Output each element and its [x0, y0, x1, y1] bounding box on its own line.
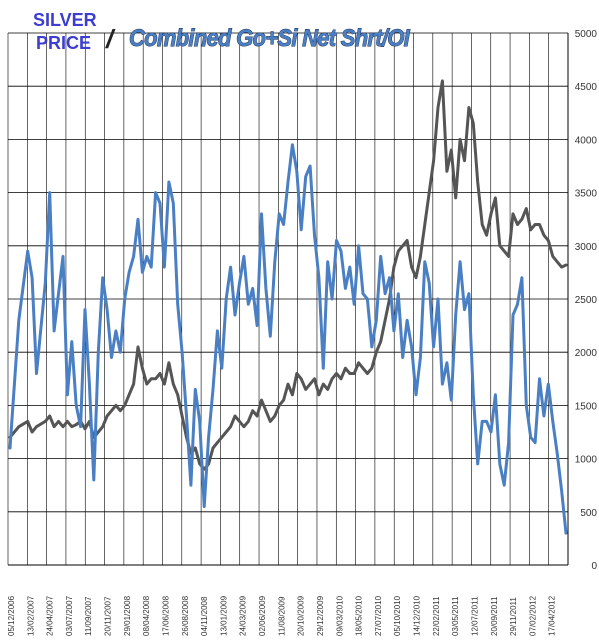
x-tick-label: 24/03/2009 — [239, 595, 248, 636]
y-tick-label: 2000 — [575, 348, 598, 359]
x-tick-label: 24/04/2007 — [46, 595, 55, 636]
x-tick-label: 13/01/2009 — [219, 595, 228, 636]
y-tick-label: 1000 — [575, 455, 598, 466]
x-axis-ticks: 05/12/2006 13/02/2007 24/04/2007 03/07/2007… — [7, 595, 557, 636]
title-separator: / — [105, 24, 116, 54]
silver-series-line — [8, 143, 568, 535]
x-tick-label: 18/05/2010 — [355, 595, 364, 636]
y-tick-label: 4000 — [575, 135, 598, 146]
y-tick-label: 3000 — [575, 242, 598, 253]
chart-title: SILVER PRICE / Combined Go+Si Net Shrt/O… — [33, 10, 412, 54]
x-tick-label: 08/04/2008 — [142, 595, 151, 636]
x-tick-label: 17/06/2008 — [161, 595, 170, 636]
title-combined-net-short: Combined Go+Si Net Shrt/OI — [129, 25, 411, 52]
x-tick-label: 29/01/2008 — [123, 595, 132, 636]
y-tick-label: 2500 — [575, 295, 598, 306]
x-tick-label: 03/07/2007 — [65, 595, 74, 636]
x-tick-label: 17/04/2012 — [548, 595, 557, 636]
y-tick-label: 4500 — [575, 82, 598, 93]
x-tick-label: 04/11/2008 — [200, 596, 209, 636]
y-tick-label: 1500 — [575, 401, 598, 412]
y-tick-label: 5000 — [575, 29, 598, 40]
x-tick-label: 20/11/2007 — [104, 596, 113, 636]
x-tick-label: 12/07/2011 — [470, 596, 479, 636]
y-tick-label: 3500 — [575, 189, 598, 200]
x-tick-label: 22/02/2011 — [432, 596, 441, 636]
title-silver-line1: SILVER — [33, 10, 97, 30]
x-tick-label: 13/02/2007 — [26, 595, 35, 636]
x-tick-label: 14/12/2010 — [413, 595, 422, 636]
x-tick-label: 20/09/2011 — [490, 596, 499, 636]
x-tick-label: 05/12/2006 — [7, 595, 16, 636]
y-tick-label: 500 — [580, 508, 597, 519]
x-tick-label: 03/05/2011 — [451, 596, 460, 636]
netshort-series-line — [8, 79, 568, 471]
gridlines — [7, 32, 568, 566]
y-tick-label: 0 — [591, 561, 597, 572]
x-tick-label: 11/08/2009 — [277, 596, 286, 636]
x-tick-label: 29/11/2011 — [509, 597, 518, 636]
x-tick-label: 20/10/2009 — [297, 595, 306, 636]
x-tick-label: 02/06/2009 — [258, 595, 267, 636]
x-tick-label: 07/02/2012 — [528, 595, 537, 636]
series-lines — [8, 79, 568, 535]
x-tick-label: 11/09/2007 — [84, 596, 93, 636]
title-silver-line2: PRICE — [36, 33, 91, 53]
x-tick-label: 29/12/2009 — [316, 595, 325, 636]
x-tick-label: 09/03/2010 — [335, 595, 344, 636]
y-axis-ticks: 0 500 1000 1500 2000 2500 3000 3500 4000 4500 5000 — [575, 29, 598, 572]
x-tick-label: 05/10/2010 — [393, 595, 402, 636]
x-tick-label: 26/08/2008 — [181, 595, 190, 636]
x-tick-label: 27/07/2010 — [374, 595, 383, 636]
plot-frame — [8, 33, 569, 566]
